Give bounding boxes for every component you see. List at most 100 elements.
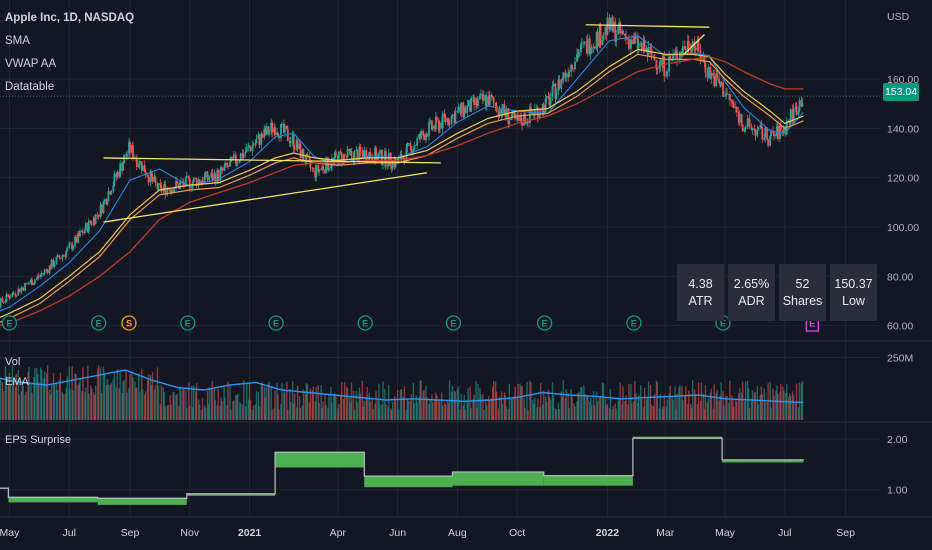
candle-body bbox=[788, 121, 791, 124]
volume-bar bbox=[384, 389, 386, 420]
earnings-marker-icon[interactable]: E bbox=[536, 315, 553, 331]
volume-bar bbox=[264, 397, 266, 420]
candle-body bbox=[531, 113, 534, 114]
split-marker-icon[interactable]: S bbox=[121, 315, 137, 331]
volume-bar bbox=[618, 399, 620, 420]
eps-label[interactable]: EPS Surprise bbox=[5, 434, 72, 446]
marker-shape bbox=[180, 315, 196, 331]
earnings-marker-icon[interactable]: E bbox=[268, 315, 284, 331]
volume-bar bbox=[576, 401, 578, 420]
volume-bar bbox=[581, 386, 583, 420]
volume-bar bbox=[109, 385, 112, 420]
marker-letter: E bbox=[273, 319, 279, 330]
earnings-marker-icon[interactable]: E bbox=[626, 315, 642, 331]
volume-bar bbox=[363, 400, 365, 420]
volume-bar bbox=[514, 386, 516, 420]
volume-bar bbox=[118, 388, 120, 420]
volume-bar bbox=[149, 375, 152, 420]
candle-body bbox=[490, 94, 493, 98]
volume-bar bbox=[28, 367, 30, 420]
volume-bar bbox=[134, 381, 136, 420]
volume-bar bbox=[456, 389, 459, 420]
candle-body bbox=[204, 171, 207, 177]
candle-body bbox=[84, 223, 87, 231]
volume-bar bbox=[650, 404, 653, 420]
ema-label[interactable]: EMA bbox=[5, 376, 29, 388]
legend-item-vwap[interactable]: VWAP AA bbox=[5, 58, 57, 70]
volume-bar bbox=[649, 384, 652, 420]
volume-bar bbox=[169, 395, 171, 420]
volume-bar bbox=[90, 385, 92, 420]
volume-bar bbox=[34, 367, 36, 420]
volume-bar bbox=[482, 394, 484, 420]
volume-bar bbox=[438, 398, 440, 420]
volume-bar bbox=[434, 400, 436, 420]
candle-body bbox=[440, 122, 443, 129]
volume-bar bbox=[722, 391, 724, 420]
candle-body bbox=[35, 277, 38, 280]
earnings-marker-icon[interactable]: E bbox=[1, 315, 18, 331]
candle-body bbox=[362, 152, 365, 159]
earnings-marker-icon[interactable]: E bbox=[357, 315, 373, 331]
candle-body bbox=[1, 298, 4, 302]
candle-body bbox=[185, 176, 188, 178]
candle-body bbox=[154, 176, 157, 184]
volume-bar bbox=[640, 399, 643, 420]
candle-body bbox=[350, 150, 353, 157]
volume-bar bbox=[103, 373, 106, 420]
candle-body bbox=[292, 134, 295, 149]
volume-bar bbox=[536, 407, 538, 420]
event-markers[interactable]: E SE E E E E E E E E bbox=[1, 314, 819, 332]
candle-body bbox=[419, 134, 422, 139]
candle-body bbox=[448, 124, 451, 125]
volume-bar bbox=[200, 409, 203, 420]
volume-bar bbox=[669, 385, 671, 420]
earnings-marker-icon[interactable]: E bbox=[445, 315, 462, 331]
candle-body bbox=[794, 106, 797, 109]
volume-bar bbox=[223, 386, 225, 420]
volume-bar bbox=[38, 382, 40, 420]
candle-body bbox=[646, 47, 649, 56]
volume-bar bbox=[520, 386, 522, 420]
candle-body bbox=[94, 214, 97, 225]
candle-body bbox=[672, 55, 674, 60]
candle-body bbox=[464, 107, 467, 113]
candle-body bbox=[345, 155, 348, 157]
candle-body bbox=[268, 130, 271, 135]
candle-body bbox=[356, 150, 359, 161]
volume-bar bbox=[265, 387, 267, 420]
candle-body bbox=[535, 107, 538, 110]
candle-body bbox=[43, 269, 46, 274]
candle-body bbox=[343, 154, 346, 156]
candle-body bbox=[21, 287, 24, 289]
eps-tick-label: 1.00 bbox=[887, 485, 908, 497]
candle-body bbox=[585, 41, 588, 54]
volume-bar bbox=[450, 391, 453, 420]
symbol-title[interactable]: Apple Inc, 1D, NASDAQ bbox=[5, 12, 135, 24]
volume-bar bbox=[5, 375, 8, 420]
candle-body bbox=[435, 116, 438, 120]
candle-body bbox=[659, 59, 662, 67]
legend-item-datatable[interactable]: Datatable bbox=[5, 81, 55, 93]
datatable-cell-shares: 52 Shares bbox=[779, 264, 826, 321]
volume-bar bbox=[513, 396, 515, 420]
legend-item-sma[interactable]: SMA bbox=[5, 35, 30, 47]
volume-bar bbox=[785, 393, 787, 420]
candle-body bbox=[121, 163, 124, 171]
eps-surprise-block bbox=[722, 459, 804, 463]
volume-bar bbox=[777, 393, 779, 420]
candle-body bbox=[750, 126, 753, 130]
volume-bar bbox=[462, 405, 464, 420]
volume-bar bbox=[211, 380, 214, 420]
volume-bar bbox=[375, 390, 377, 420]
earnings-marker-icon[interactable]: E bbox=[90, 315, 107, 331]
earnings-marker-icon[interactable]: E bbox=[180, 315, 196, 331]
volume-bar bbox=[348, 397, 351, 420]
eps-tick-label: 2.00 bbox=[887, 434, 908, 446]
candle-body bbox=[359, 146, 362, 152]
candle-body bbox=[723, 95, 725, 97]
volume-bar bbox=[263, 386, 265, 420]
candle-body bbox=[707, 66, 710, 78]
vol-label[interactable]: Vol bbox=[5, 356, 21, 368]
volume-bar bbox=[96, 368, 99, 420]
